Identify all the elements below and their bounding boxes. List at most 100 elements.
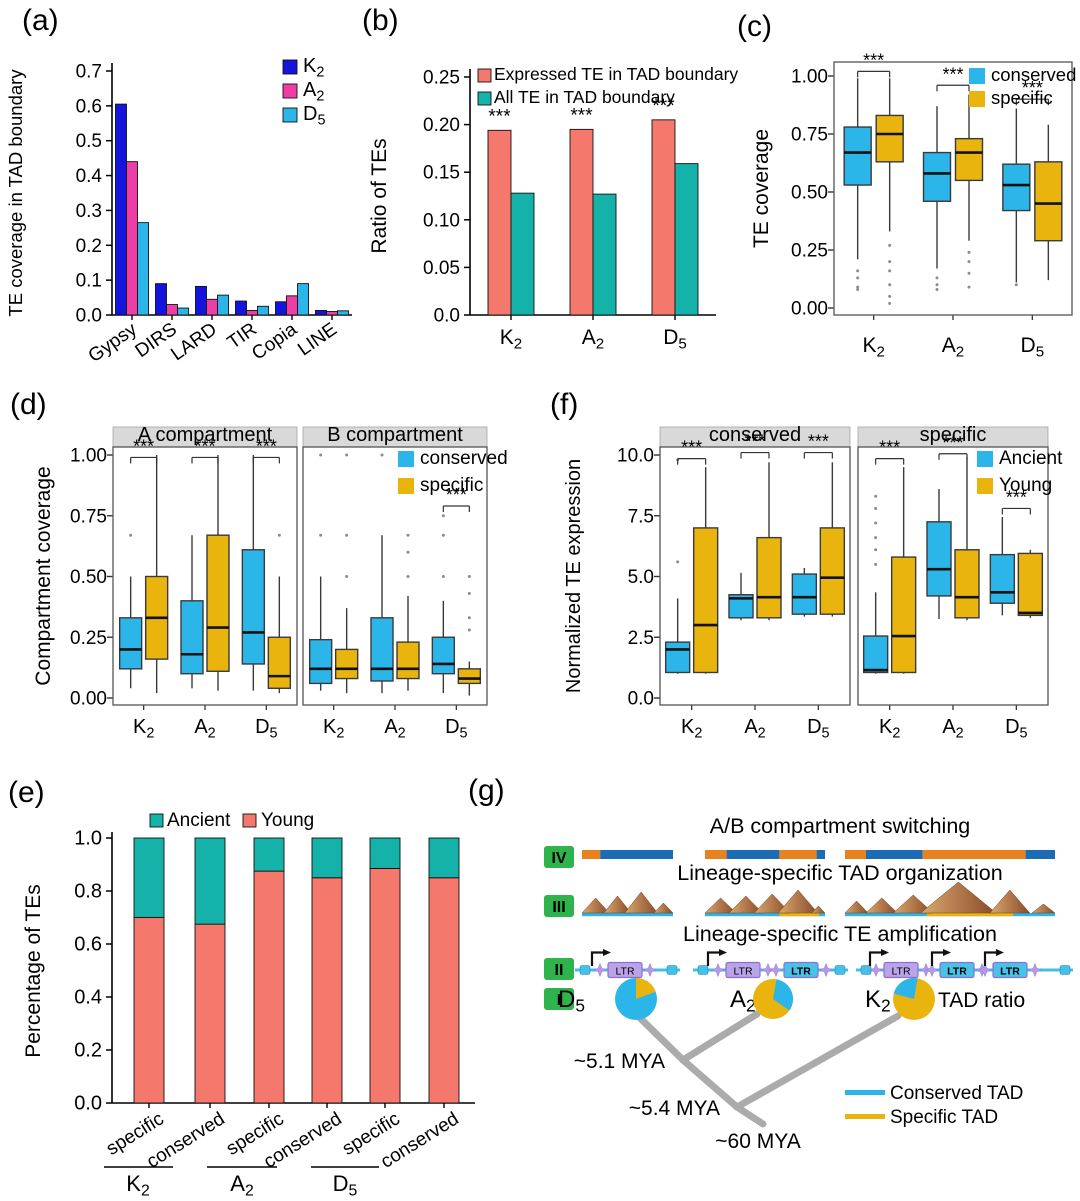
outlier-dot [467,616,471,620]
box-Ancient [989,553,1016,604]
significance-stars: *** [1022,78,1043,98]
compartment-segment [779,850,817,859]
ltr-box [783,961,819,979]
significance-stars: *** [942,433,963,453]
te-star-icon [818,962,834,978]
ltr-box [883,961,919,979]
x-category-label: A2 [384,716,405,742]
outlier-dot [856,285,860,289]
tad-triangle [728,895,764,914]
legend-label: Ancient [167,810,231,831]
plot-c: 0.000.250.500.751.00K2***A2***D5***conse… [750,50,1076,360]
bar-a [326,311,338,316]
compartment-segment [582,850,601,859]
y-tick-label: 7.5 [628,506,654,527]
y-tick-label: 5.0 [628,567,654,588]
tad-triangle [1031,903,1056,914]
outlier-dot [345,453,349,457]
outlier-dot [935,287,939,291]
box-conserved [118,617,143,670]
bar-a [126,161,138,316]
x-category-label: A2 [582,326,604,353]
title-compartment-switching: A/B compartment switching [710,814,971,838]
outlier-dot [406,533,410,537]
bar-a [137,222,149,316]
plot-d: 0.00 0.25 0.50 0.75 1.00 A compartment K2 *** A2… [32,424,508,742]
tad-triangle [753,893,791,914]
outlier-dot [441,575,445,578]
y-axis-label: TE coverage [750,129,773,248]
box-specific [206,534,230,672]
y-tick-label: 0.2 [74,1040,102,1062]
bar-b [651,119,676,316]
bar-a [257,305,269,316]
promoter-arrow-icon [930,951,943,966]
box-specific [267,636,292,689]
y-tick-label: 0.4 [76,166,103,187]
x-category-label: D5 [1021,334,1045,361]
phylogeny-tad-diagram: A/B compartment switchingIVIIIIIILineage… [544,814,1073,1153]
outlier-dot [345,575,349,578]
outlier-dot [888,294,892,298]
species-label: A2 [730,986,756,1016]
roman-badge [544,988,574,1010]
legend-label: D5 [303,103,325,129]
panel-label-c: (c) [737,10,772,43]
compartment-segment [600,850,673,859]
bar-b [592,193,617,316]
tad-triangle [892,894,934,914]
y-tick-label: 0.1 [76,271,102,292]
box-specific [875,114,904,163]
mya-label: ~5.1 MYA [574,1050,665,1073]
x-category-label: K2 [323,716,344,742]
outlier-dot [935,276,939,280]
plot-e: 0.00.20.40.60.81.0specificconservedspeci… [22,810,475,1200]
compartment-coverage-boxplot: 0.00 0.25 0.50 0.75 1.00 A compartment K2 *** A2… [32,424,508,742]
pie-wedge [636,978,656,999]
box-Young [819,527,846,615]
x-category-label: D5 [255,716,277,742]
tad-ratio-label: TAD ratio [938,989,1025,1012]
facet-label: conserved [709,424,801,446]
bar-a [246,310,258,316]
y-tick-label: 2.5 [628,628,654,649]
compartment-segment [816,850,825,859]
x-category-label: K2 [133,716,154,742]
x-category-label: A2 [942,334,964,361]
legend-swatch [242,813,257,828]
panel-label-b: (b) [362,4,399,37]
y-tick-label: 0.0 [76,306,102,327]
phylogeny-branch [679,1010,761,1064]
bar-b [674,163,699,316]
bar-a [115,103,127,316]
outlier-dot [967,285,971,289]
percentage-of-tes-stacked-bar-chart: 0.00.20.40.60.81.0specificconservedspeci… [22,810,475,1200]
outlier-dot [935,283,939,287]
tad-triangle [581,897,610,914]
x-category-label: A2 [744,716,765,742]
bar-a [297,283,309,316]
y-tick-label: 0.75 [70,506,107,527]
bar-a [235,300,247,316]
title-tad-organization: Lineage-specific TAD organization [677,861,1002,885]
normalized-te-expression-boxplot: 0.0 2.5 5.0 7.5 10.0 conserved K2 *** A2 *** D5 ***… [563,424,1063,742]
box-Young [692,527,719,674]
bar-ancient [133,837,165,918]
legend-label: conserved [420,448,508,469]
outlier-dot [441,533,445,537]
box-Ancient [926,521,952,597]
y-tick-label: 0.25 [70,628,107,649]
gene-endcap [579,965,591,975]
phylogeny-branch [636,1014,687,1064]
box-conserved [1002,163,1031,212]
outlier-dot [888,301,892,305]
panel-label-a: (a) [22,4,59,37]
y-axis-label: TE coverage in TAD boundary [5,69,26,317]
tad-triangle [704,897,737,914]
bar-a [177,307,189,316]
bar-a [315,310,327,316]
species-label: D5 [558,986,585,1016]
te-star-icon [760,962,776,978]
te-star-icon [710,962,726,978]
